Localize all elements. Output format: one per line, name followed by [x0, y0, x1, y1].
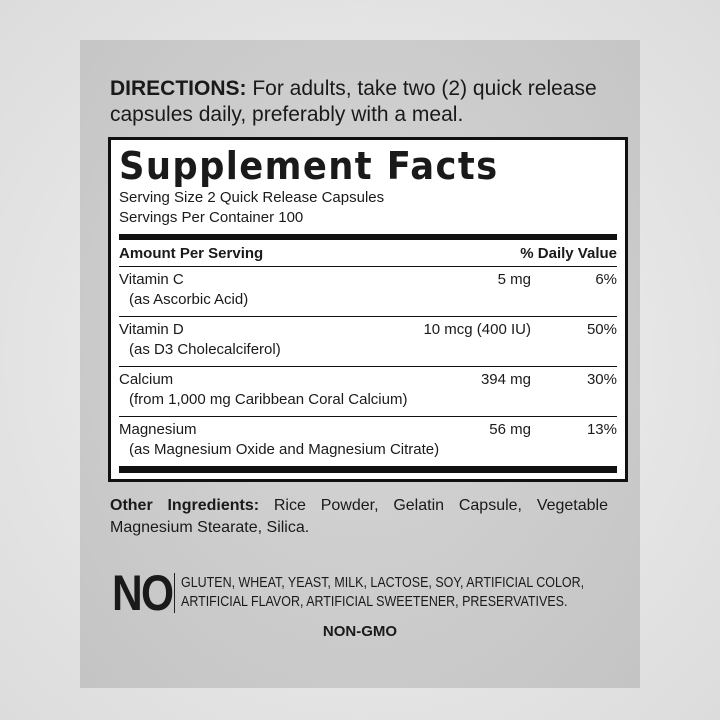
label-panel: DIRECTIONS: For adults, take two (2) qui… — [80, 40, 640, 688]
nutrient-row: Magnesium (as Magnesium Oxide and Magnesi… — [119, 416, 617, 466]
directions-label: DIRECTIONS: — [110, 77, 247, 100]
divider-vertical — [174, 573, 175, 613]
directions-text: For adults, take two (2) quick release c… — [110, 77, 597, 126]
nutrient-amount: 56 mg — [489, 421, 531, 438]
serving-size: Serving Size 2 Quick Release Capsules — [119, 189, 385, 206]
nutrient-source: (as Ascorbic Acid) — [129, 291, 249, 308]
nutrient-source: (from 1,000 mg Caribbean Coral Calcium) — [129, 391, 408, 408]
nutrient-dv: 6% — [595, 271, 617, 288]
nutrient-dv: 50% — [586, 321, 617, 338]
nutrient-dv: 30% — [586, 371, 617, 388]
directions: DIRECTIONS: For adults, take two (2) qui… — [110, 76, 620, 128]
free-from-line-2: ARTIFICIAL FLAVOR, ARTIFICIAL SWEETENER,… — [181, 594, 568, 610]
nutrient-name: Calcium — [119, 371, 174, 388]
free-from: NO GLUTEN, WHEAT, YEAST, MILK, LACTOSE, … — [112, 568, 650, 618]
header-amount: Amount Per Serving — [119, 245, 264, 262]
servings-per-container: Servings Per Container 100 — [119, 209, 304, 226]
other-ingredients-text: Rice Powder, Gelatin Capsule, Vegetable … — [110, 497, 608, 536]
nutrient-dv: 13% — [586, 421, 617, 438]
divider-thin — [119, 266, 617, 267]
nutrient-row: Vitamin C (as Ascorbic Acid) 5 mg 6% — [119, 267, 617, 316]
nutrient-source: (as D3 Cholecalciferol) — [129, 341, 281, 358]
nutrient-source: (as Magnesium Oxide and Magnesium Citrat… — [129, 441, 440, 458]
supplement-facts-box: Supplement Facts Serving Size 2 Quick Re… — [108, 137, 628, 482]
nutrient-row: Vitamin D (as D3 Cholecalciferol) 10 mcg (… — [119, 316, 617, 366]
other-ingredients-label: Other Ingredients: — [110, 497, 260, 514]
free-from-list: GLUTEN, WHEAT, YEAST, MILK, LACTOSE, SOY… — [181, 574, 584, 612]
nutrient-name: Vitamin C — [119, 271, 184, 288]
nutrient-name: Magnesium — [119, 421, 197, 438]
divider-thick — [119, 234, 617, 240]
facts-header: Amount Per Serving % Daily Value — [119, 244, 617, 264]
header-dv: % Daily Value — [520, 245, 617, 262]
nutrient-row: Calcium (from 1,000 mg Caribbean Coral Ca… — [119, 366, 617, 416]
nutrient-amount: 5 mg — [497, 271, 531, 288]
other-ingredients: Other Ingredients: Rice Powder, Gelatin … — [110, 495, 608, 539]
nutrient-name: Vitamin D — [119, 321, 184, 338]
no-label: NO — [112, 565, 174, 621]
facts-title: Supplement Facts — [119, 144, 499, 188]
divider-bottom — [119, 466, 617, 473]
free-from-line-1: GLUTEN, WHEAT, YEAST, MILK, LACTOSE, SOY… — [181, 575, 585, 591]
non-gmo: NON-GMO — [322, 623, 398, 640]
nutrient-amount: 10 mcg (400 IU) — [423, 321, 531, 338]
nutrient-amount: 394 mg — [480, 371, 531, 388]
